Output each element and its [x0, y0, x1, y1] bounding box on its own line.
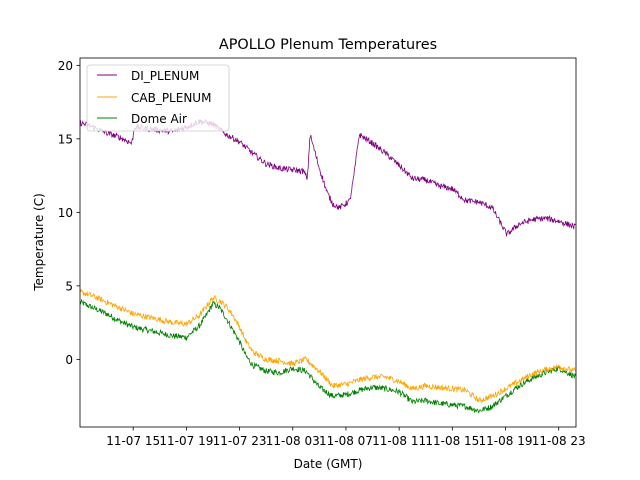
x-tick-label: 11-08 23: [532, 434, 586, 448]
series-line-cab-plenum: [80, 288, 576, 404]
x-axis: 11-07 15 11-07 19 11-07 23 11-08 03 11-08 07…: [106, 427, 586, 448]
x-tick-label: 11-08 03: [266, 434, 320, 448]
y-tick-label: 5: [65, 279, 73, 293]
x-tick-label: 11-07 19: [159, 434, 213, 448]
legend: DI_PLENUM CAB_PLENUM Dome Air: [86, 64, 230, 132]
y-axis: 0 5 10 15 20: [58, 59, 80, 367]
x-axis-label: Date (GMT): [294, 457, 363, 471]
x-tick-label: 11-08 11: [372, 434, 426, 448]
x-tick-label: 11-07 15: [106, 434, 160, 448]
series-layer: [80, 118, 576, 414]
chart-title: APOLLO Plenum Temperatures: [219, 37, 437, 53]
y-axis-label: Temperature (C): [32, 193, 46, 292]
x-tick-label: 11-08 07: [319, 434, 373, 448]
y-tick-label: 10: [58, 206, 73, 220]
series-line-dome-air: [80, 298, 576, 414]
legend-label-di-plenum: DI_PLENUM: [131, 69, 199, 83]
series-line-di-plenum: [80, 118, 576, 237]
legend-label-cab-plenum: CAB_PLENUM: [131, 91, 211, 105]
y-tick-label: 20: [58, 59, 73, 73]
x-tick-label: 11-08 15: [425, 434, 479, 448]
x-tick-label: 11-08 19: [479, 434, 533, 448]
axes-frame: [79, 57, 577, 428]
series-lines: [80, 118, 576, 414]
y-tick-label: 0: [65, 353, 73, 367]
legend-box: [86, 64, 230, 132]
x-tick-label: 11-07 23: [213, 434, 267, 448]
plot-area: [79, 57, 577, 428]
legend-label-dome-air: Dome Air: [131, 112, 187, 126]
y-tick-label: 15: [58, 132, 73, 146]
